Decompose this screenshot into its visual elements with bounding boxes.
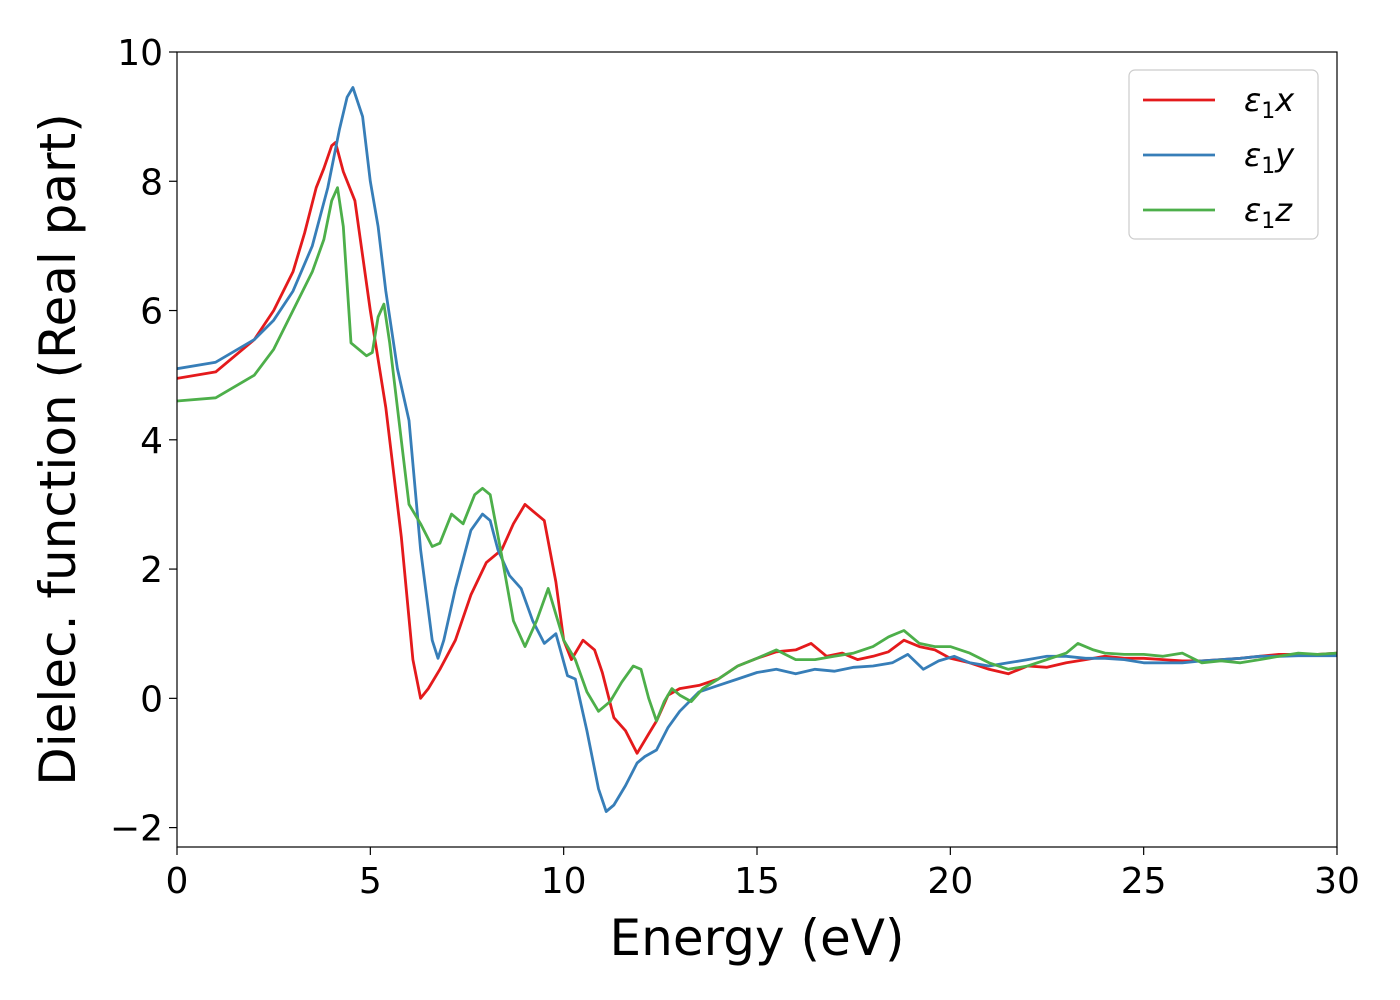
x-tick-label: 25 bbox=[1121, 861, 1167, 902]
y-tick-label: 10 bbox=[117, 33, 163, 74]
legend-entry-label: ε1y bbox=[1244, 136, 1295, 179]
legend: ε1x ε1y ε1z bbox=[1128, 69, 1319, 240]
x-tick-label: 5 bbox=[359, 861, 382, 902]
y-tick-label: −2 bbox=[110, 809, 163, 850]
x-tick-label: 15 bbox=[734, 861, 780, 902]
x-axis-ticks: 0 5 10 15 20 25 30 bbox=[166, 847, 1360, 902]
legend-entry-label: ε1z bbox=[1244, 191, 1293, 234]
y-axis-ticks: −2 0 2 4 6 8 10 bbox=[110, 33, 177, 850]
series-line-z bbox=[177, 186, 1337, 723]
legend-entry-label: ε1x bbox=[1244, 81, 1295, 124]
y-tick-label: 6 bbox=[140, 292, 163, 333]
y-tick-label: 0 bbox=[140, 679, 163, 720]
x-tick-label: 0 bbox=[166, 861, 189, 902]
y-tick-label: 4 bbox=[140, 421, 163, 462]
y-tick-label: 8 bbox=[140, 162, 163, 203]
y-tick-label: 2 bbox=[140, 550, 163, 591]
series-line-y bbox=[177, 86, 1337, 813]
legend-box bbox=[1128, 69, 1319, 240]
plot-lines bbox=[177, 86, 1337, 813]
x-axis-label: Energy (eV) bbox=[610, 909, 905, 967]
x-tick-label: 20 bbox=[927, 861, 973, 902]
y-axis-label: Dielec. function (Real part) bbox=[29, 113, 87, 785]
x-tick-label: 30 bbox=[1314, 861, 1360, 902]
x-tick-label: 10 bbox=[541, 861, 587, 902]
